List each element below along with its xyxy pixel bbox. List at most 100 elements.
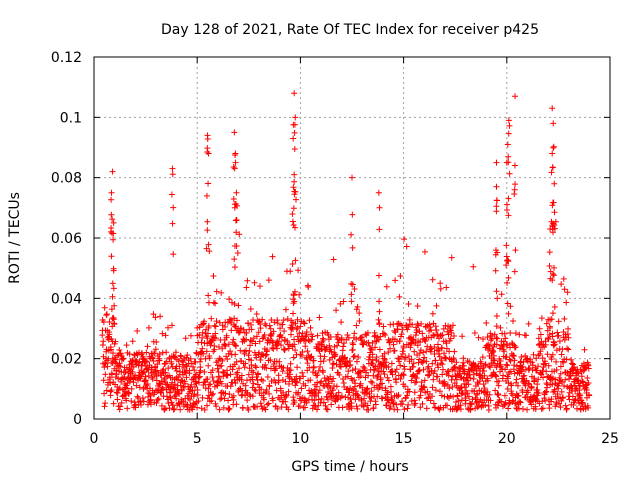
data-point [376, 308, 383, 315]
data-point [182, 380, 189, 387]
data-point [341, 354, 348, 361]
data-point [419, 400, 426, 407]
data-point [166, 405, 173, 412]
data-point [299, 330, 306, 337]
data-point [365, 372, 372, 379]
data-point [219, 345, 226, 352]
data-point [247, 342, 254, 349]
data-point [128, 398, 135, 405]
data-point [169, 165, 176, 172]
data-point [338, 393, 345, 400]
data-point [326, 342, 333, 349]
data-point [367, 378, 374, 385]
data-point [206, 248, 213, 255]
data-point [422, 338, 429, 345]
data-point [102, 371, 109, 378]
data-point [510, 317, 517, 324]
data-point [421, 354, 428, 361]
data-point [201, 406, 208, 413]
data-point [389, 371, 396, 378]
data-point [110, 285, 117, 292]
data-point [205, 150, 212, 157]
data-point [340, 343, 347, 350]
data-point [490, 357, 497, 364]
data-point [162, 369, 169, 376]
data-point [438, 392, 445, 399]
data-point [431, 344, 438, 351]
data-point [577, 392, 584, 399]
data-point [290, 310, 297, 317]
data-point [180, 359, 187, 366]
data-point [333, 361, 340, 368]
data-point [333, 383, 340, 390]
data-point [289, 324, 296, 331]
data-point [250, 335, 257, 342]
data-point [498, 398, 505, 405]
data-point [420, 357, 427, 364]
data-point [344, 331, 351, 338]
data-point [524, 406, 531, 413]
data-point [336, 363, 343, 369]
data-point [416, 350, 423, 357]
data-point [476, 378, 483, 385]
data-point [551, 341, 558, 348]
data-point [392, 369, 399, 376]
data-point [515, 405, 522, 412]
data-point [531, 377, 538, 384]
data-point [348, 280, 355, 287]
data-point [178, 377, 185, 384]
data-point [337, 363, 344, 370]
data-point [183, 374, 190, 381]
data-point [236, 231, 243, 238]
data-point [189, 387, 196, 394]
data-point [433, 302, 440, 309]
data-point [250, 369, 257, 376]
data-point [540, 361, 547, 368]
data-point [291, 129, 298, 136]
data-point [175, 358, 182, 365]
data-point [434, 373, 441, 380]
data-point [283, 392, 290, 399]
data-point [254, 403, 261, 410]
data-point [393, 379, 400, 386]
data-point [274, 345, 281, 352]
data-point [396, 338, 403, 345]
data-point [108, 225, 115, 232]
data-point [375, 272, 382, 279]
data-point [170, 204, 177, 211]
data-point [224, 356, 231, 363]
data-point [545, 362, 552, 369]
data-point [540, 374, 547, 381]
data-point [210, 273, 217, 280]
y-tick-label: 0.12 [51, 50, 82, 66]
data-point [395, 391, 402, 398]
data-point [213, 318, 220, 325]
data-point [493, 208, 500, 215]
data-point [534, 381, 541, 388]
data-point [536, 350, 543, 357]
data-point [129, 368, 136, 375]
data-point [188, 360, 195, 367]
data-point [292, 320, 299, 327]
data-point [486, 345, 493, 352]
data-point [213, 403, 220, 410]
data-point [204, 218, 211, 225]
data-point [491, 357, 498, 364]
data-point [423, 358, 430, 365]
data-point [178, 353, 185, 360]
data-point [354, 391, 361, 398]
data-point [289, 211, 296, 218]
data-point [307, 354, 314, 361]
data-point [490, 348, 497, 355]
data-point [383, 283, 390, 290]
data-point [280, 346, 287, 353]
data-point [282, 378, 289, 385]
data-point [241, 364, 248, 371]
data-point [291, 90, 298, 97]
data-point [539, 367, 546, 374]
data-point [375, 316, 382, 323]
data-point [114, 390, 121, 397]
data-point [233, 401, 240, 408]
data-point [225, 397, 232, 404]
data-point [492, 267, 499, 274]
